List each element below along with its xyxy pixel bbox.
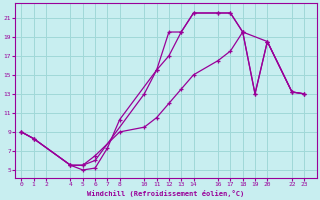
X-axis label: Windchill (Refroidissement éolien,°C): Windchill (Refroidissement éolien,°C) (87, 190, 244, 197)
